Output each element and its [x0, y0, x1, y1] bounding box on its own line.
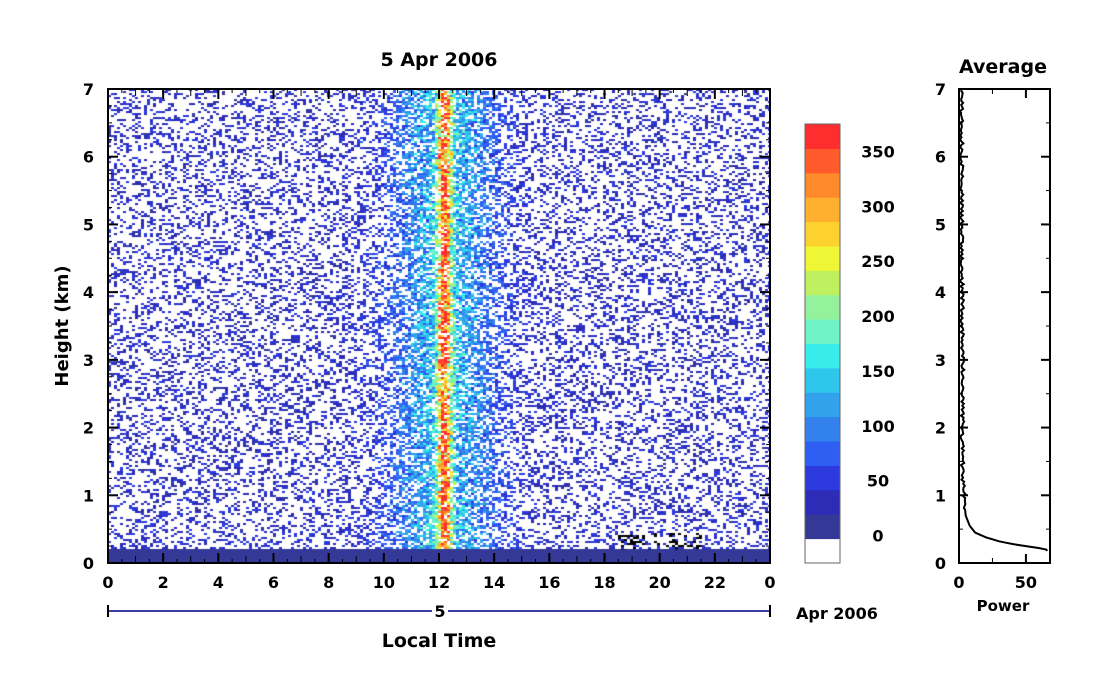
colorbar-tick-label: 50 — [867, 472, 889, 491]
profile-y-tick-label: 7 — [935, 80, 946, 99]
colorbar-tick-label: 250 — [861, 252, 894, 271]
x-tick-label: 0 — [764, 573, 775, 592]
colorbar-tick-label: 150 — [861, 362, 894, 381]
y-tick-label: 1 — [83, 486, 94, 505]
colorbar-segment — [805, 514, 840, 540]
profile-frame — [958, 88, 1051, 564]
y-tick-label: 5 — [83, 215, 94, 234]
colorbar-segment — [805, 392, 840, 418]
colorbar-segment — [805, 148, 840, 174]
y-tick-label: 7 — [83, 80, 94, 99]
profile-y-tick-label: 5 — [935, 215, 946, 234]
colorbar-segment — [805, 319, 840, 344]
x-tick-label: 18 — [593, 573, 615, 592]
heatmap-y-ticks: 0 1 2 3 4 5 6 7 — [83, 80, 770, 573]
colorbar-segment — [805, 343, 840, 369]
profile-x-tick-label: 50 — [1015, 573, 1037, 592]
colorbar-segment — [805, 416, 840, 442]
colorbar-tick-label: 0 — [872, 527, 883, 546]
colorbar-tick-label: 300 — [861, 197, 894, 216]
colorbar-tick-label: 350 — [861, 142, 894, 161]
colorbar-tick-labels: 0 50 100 150 200 250 300 350 — [861, 142, 894, 545]
colorbar-frame — [804, 123, 841, 564]
y-tick-label: 4 — [83, 283, 94, 302]
colorbar-segment — [805, 245, 840, 271]
x-tick-label: 20 — [649, 573, 671, 592]
profile-y-tick-label: 0 — [935, 554, 946, 573]
x-tick-label: 2 — [158, 573, 169, 592]
colorbar-segment — [805, 197, 840, 223]
colorbar-segment — [805, 367, 840, 393]
colorbar-segment — [805, 294, 840, 320]
x-tick-label: 14 — [483, 573, 505, 592]
date-bar-label-bg — [432, 601, 448, 621]
colorbar-segment — [805, 124, 840, 149]
x-tick-label: 10 — [373, 573, 395, 592]
x-tick-label: 12 — [428, 573, 450, 592]
x-tick-label: 0 — [102, 573, 113, 592]
x-tick-label: 8 — [323, 573, 334, 592]
average-profile-plot: 0 1 2 3 4 5 6 7 0 50 Average Power — [935, 56, 1051, 615]
heatmap-raster — [108, 89, 770, 563]
colorbar-segment — [805, 221, 840, 247]
profile-title: Average — [959, 56, 1047, 78]
y-tick-label: 2 — [83, 419, 94, 438]
profile-x-tick-label: 0 — [953, 573, 964, 592]
colorbar-segment — [805, 465, 840, 491]
y-tick-label: 3 — [83, 351, 94, 370]
colorbar-segment — [805, 270, 840, 296]
profile-ticks: 0 1 2 3 4 5 6 7 0 50 — [935, 80, 1050, 592]
profile-y-tick-label: 1 — [935, 486, 946, 505]
x-tick-label: 4 — [213, 573, 224, 592]
heatmap-title: 5 Apr 2006 — [380, 49, 497, 71]
colorbar-segment — [805, 172, 840, 198]
date-unit-label: Apr 2006 — [796, 604, 878, 623]
colorbar-tick-label: 200 — [861, 307, 894, 326]
profile-y-tick-label: 2 — [935, 419, 946, 438]
profile-x-axis-label: Power — [977, 597, 1030, 615]
colorbar: 0 50 100 150 200 250 300 350 — [804, 123, 895, 564]
x-tick-label: 22 — [704, 573, 726, 592]
profile-line — [958, 88, 1049, 552]
x-tick-label: 6 — [268, 573, 279, 592]
colorbar-segment — [805, 489, 840, 515]
heatmap-y-axis-label: Height (km) — [52, 265, 73, 386]
profile-y-tick-label: 3 — [935, 351, 946, 370]
heatmap-x-ticks: 0 2 4 6 8 10 12 14 16 18 20 22 0 — [102, 89, 776, 592]
y-tick-label: 0 — [83, 554, 94, 573]
profile-y-tick-label: 4 — [935, 283, 946, 302]
x-tick-label: 16 — [538, 573, 560, 592]
date-bar: 5 — [107, 601, 771, 621]
colorbar-tick-label: 100 — [861, 417, 894, 436]
colorbar-segment — [805, 538, 840, 564]
profile-y-tick-label: 6 — [935, 148, 946, 167]
date-bar-label: 5 — [434, 602, 445, 621]
y-tick-label: 6 — [83, 148, 94, 167]
colorbar-segment — [805, 441, 840, 466]
heatmap-x-axis-label: Local Time — [382, 630, 497, 652]
colorbar-segments — [805, 124, 840, 564]
heatmap-cells — [108, 89, 770, 563]
